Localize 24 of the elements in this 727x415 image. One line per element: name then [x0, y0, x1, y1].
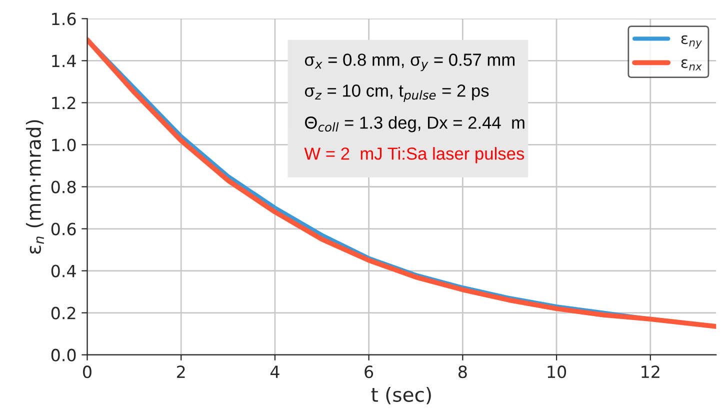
y-tick-label: 1.4	[52, 54, 76, 68]
annotation: σ$_{x}$ = 0.8 mm, σ$_{y}$ = 0.57 mm	[304, 54, 514, 72]
annotation: σ$_{z}$ = 10 cm, t$_{pulse}$ = 2 ps	[304, 84, 489, 102]
x-tick-label: 0	[83, 366, 92, 378]
legend-label: ε$_{ny}$	[681, 35, 702, 49]
x-tick-label: 8	[458, 366, 467, 378]
legend-label: ε$_{nx}$	[681, 59, 702, 70]
y-tick-label: 0.4	[51, 264, 76, 278]
y-tick-label: 1.6	[52, 12, 76, 26]
annotation: W = 2 mJ Ti:Sa laser pulses	[304, 147, 524, 164]
x-tick-label: 6	[364, 366, 374, 378]
y-axis-title: ε$_{n}$ (mm·mrad)	[26, 120, 44, 254]
x-axis-title: t (sec)	[371, 386, 431, 404]
x-tick-label: 10	[548, 366, 566, 378]
y-tick-label: 0.6	[51, 222, 76, 236]
y-tick-label: 1.2	[52, 96, 76, 110]
y-tick-label: 0.0	[51, 348, 76, 362]
x-tick-label: 2	[177, 366, 185, 378]
y-tick-label: 0.8	[51, 180, 76, 194]
y-tick-label: 0.2	[51, 306, 76, 320]
x-tick-label: 12	[642, 366, 660, 378]
y-tick-label: 1.0	[52, 138, 76, 152]
annotation: Θ$_{coll}$ = 1.3 deg, Dx = 2.44 m	[305, 116, 524, 132]
x-tick-label: 4	[270, 366, 280, 378]
